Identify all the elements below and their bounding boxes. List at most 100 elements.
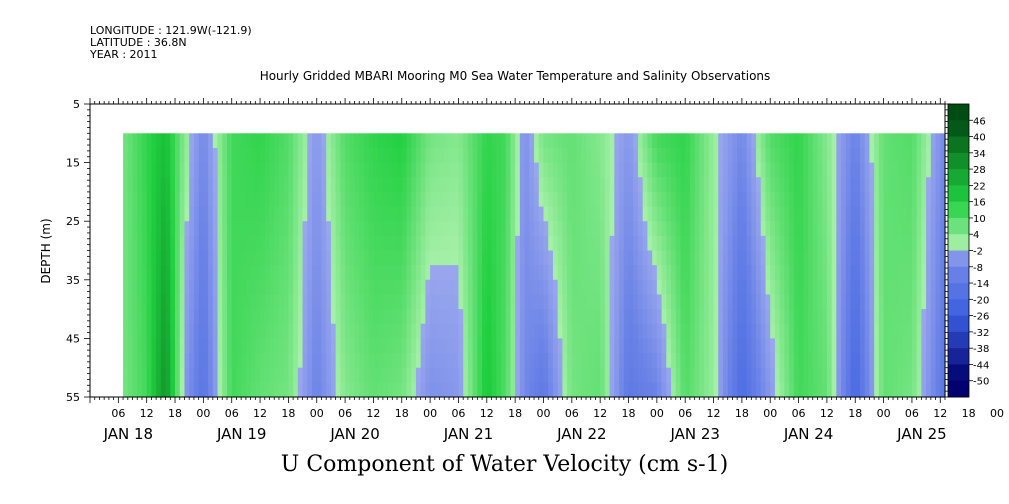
heatmap-cell bbox=[637, 265, 644, 281]
heatmap-cell bbox=[198, 294, 204, 310]
heatmap-cell bbox=[345, 294, 351, 310]
heatmap-cell bbox=[859, 177, 866, 193]
heatmap-cell bbox=[316, 177, 323, 193]
heatmap-cell bbox=[534, 353, 540, 369]
heatmap-cell bbox=[302, 191, 308, 208]
heatmap-cell bbox=[453, 162, 460, 178]
heatmap-cell bbox=[368, 323, 375, 339]
heatmap-cell bbox=[288, 191, 294, 208]
heatmap-cell bbox=[283, 382, 289, 398]
heatmap-cell bbox=[557, 353, 563, 369]
heatmap-cell bbox=[642, 206, 648, 222]
heatmap-cell bbox=[940, 353, 946, 369]
heatmap-cell bbox=[652, 279, 658, 296]
heatmap-cell bbox=[855, 323, 861, 339]
heatmap-cell bbox=[472, 206, 478, 222]
heatmap-cell bbox=[250, 133, 256, 149]
heatmap-cell bbox=[132, 367, 138, 383]
heatmap-cell bbox=[193, 177, 200, 193]
heatmap-cell bbox=[359, 191, 365, 208]
heatmap-cell bbox=[855, 177, 861, 193]
heatmap-cell bbox=[812, 235, 819, 252]
heatmap-cell bbox=[425, 382, 431, 398]
heatmap-cell bbox=[363, 338, 370, 354]
heatmap-cell bbox=[444, 177, 450, 193]
heatmap-cell bbox=[170, 206, 176, 222]
heatmap-cell bbox=[123, 338, 129, 354]
x-tick-label: 00 bbox=[310, 407, 324, 420]
heatmap-cell bbox=[297, 294, 304, 310]
heatmap-cell bbox=[156, 279, 162, 296]
heatmap-cell bbox=[614, 235, 620, 252]
heatmap-cell bbox=[345, 309, 351, 325]
heatmap-cell bbox=[930, 367, 937, 383]
heatmap-cell bbox=[278, 323, 285, 339]
heatmap-cell bbox=[604, 191, 611, 208]
heatmap-cell bbox=[557, 250, 563, 266]
heatmap-cell bbox=[363, 265, 370, 281]
heatmap-cell bbox=[708, 191, 715, 208]
heatmap-cell bbox=[567, 309, 573, 325]
heatmap-cell bbox=[680, 279, 686, 296]
heatmap-cell bbox=[496, 177, 502, 193]
heatmap-cell bbox=[874, 353, 880, 369]
heatmap-cell bbox=[921, 221, 927, 237]
heatmap-cell bbox=[888, 353, 894, 369]
heatmap-cell bbox=[850, 221, 856, 237]
heatmap-cell bbox=[255, 279, 261, 296]
heatmap-cell bbox=[236, 294, 242, 310]
heatmap-cell bbox=[803, 235, 809, 252]
heatmap-cell bbox=[841, 382, 847, 398]
heatmap-cell bbox=[557, 147, 563, 164]
heatmap-cell bbox=[193, 279, 200, 296]
heatmap-cell bbox=[921, 338, 927, 354]
heatmap-cell bbox=[822, 177, 828, 193]
heatmap-cell bbox=[704, 206, 710, 222]
heatmap-cell bbox=[859, 338, 866, 354]
heatmap-cell bbox=[845, 177, 852, 193]
heatmap-cell bbox=[590, 367, 597, 383]
heatmap-cell bbox=[297, 338, 304, 354]
heatmap-cell bbox=[363, 206, 370, 222]
heatmap-cell bbox=[888, 382, 894, 398]
heatmap-cell bbox=[874, 221, 880, 237]
heatmap-cell bbox=[911, 191, 918, 208]
heatmap-cell bbox=[921, 382, 927, 398]
heatmap-cell bbox=[571, 265, 578, 281]
heatmap-cell bbox=[619, 294, 625, 310]
heatmap-cell bbox=[382, 162, 389, 178]
heatmap-cell bbox=[378, 250, 384, 266]
heatmap-cell bbox=[722, 162, 729, 178]
heatmap-cell bbox=[349, 221, 356, 237]
heatmap-cell bbox=[548, 353, 554, 369]
heatmap-cell bbox=[264, 191, 271, 208]
heatmap-cell bbox=[184, 309, 190, 325]
heatmap-cell bbox=[619, 147, 625, 164]
heatmap-cell bbox=[822, 382, 828, 398]
heatmap-cell bbox=[260, 235, 266, 252]
heatmap-cell bbox=[392, 191, 398, 208]
heatmap-cell bbox=[689, 323, 696, 339]
heatmap-cell bbox=[774, 162, 781, 178]
heatmap-cell bbox=[911, 382, 918, 398]
heatmap-cell bbox=[671, 265, 677, 281]
heatmap-cell bbox=[897, 221, 904, 237]
heatmap-cell bbox=[312, 133, 318, 149]
heatmap-cell bbox=[699, 338, 705, 354]
heatmap-cell bbox=[283, 265, 289, 281]
heatmap-cell bbox=[420, 309, 426, 325]
heatmap-cell bbox=[217, 206, 223, 222]
heatmap-cell bbox=[902, 294, 908, 310]
heatmap-cell bbox=[340, 250, 346, 266]
heatmap-cell bbox=[198, 323, 204, 339]
heatmap-cell bbox=[307, 338, 313, 354]
heatmap-cell bbox=[264, 250, 271, 266]
heatmap-cell bbox=[387, 250, 393, 266]
heatmap-cell bbox=[935, 206, 941, 222]
heatmap-cell bbox=[434, 279, 441, 296]
heatmap-cell bbox=[878, 206, 885, 222]
heatmap-cell bbox=[548, 338, 554, 354]
heatmap-cell bbox=[189, 353, 195, 369]
heatmap-cell bbox=[699, 147, 705, 164]
heatmap-cell bbox=[718, 367, 724, 383]
